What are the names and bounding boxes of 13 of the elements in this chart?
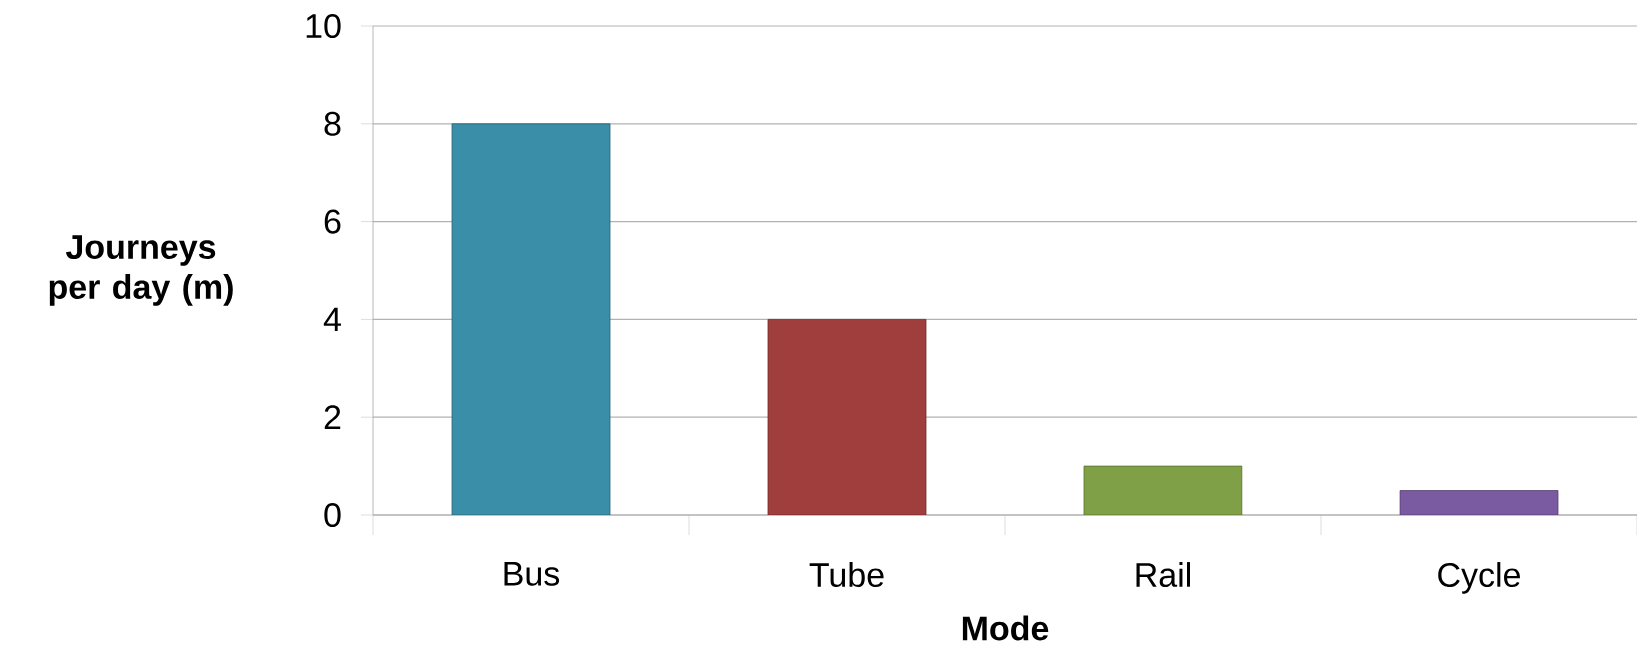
x-tick-label: Cycle xyxy=(1438,562,1520,594)
y-tick-label: 6 xyxy=(324,209,341,234)
x-tick-label: Tube xyxy=(809,562,884,588)
y-axis-title: Journeys per day (m) xyxy=(49,235,233,306)
y-tick-label: 10 xyxy=(306,13,341,39)
y-tick-label: 2 xyxy=(324,405,341,430)
bar xyxy=(1399,490,1559,515)
x-tick-label: Bus xyxy=(504,562,560,586)
x-axis-title: Mode xyxy=(962,615,1049,641)
y-tick-label: 8 xyxy=(324,111,341,136)
x-tick-label: Rail xyxy=(1136,562,1190,588)
y-tick-label: 0 xyxy=(324,502,341,528)
y-tick-label: 4 xyxy=(323,307,341,332)
